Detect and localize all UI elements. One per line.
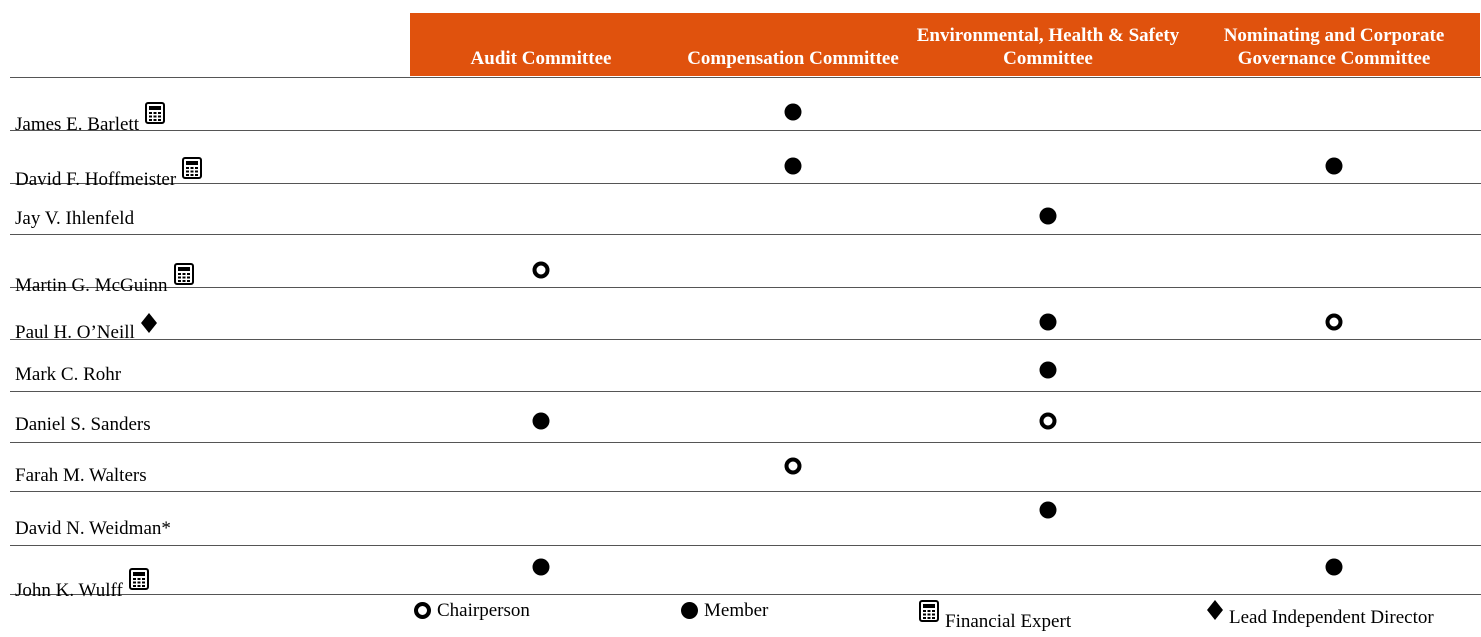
director-name-cell: Paul H. O’Neill — [15, 313, 157, 344]
legend-member-label: Member — [704, 600, 769, 621]
row-divider — [10, 234, 1481, 235]
legend-member: Member — [681, 600, 768, 622]
member-marker — [532, 558, 550, 576]
committee-header-4: Nominating and Corporate Governance Comm… — [1223, 25, 1445, 69]
calculator-icon — [919, 600, 939, 628]
committee-header-3: Environmental, Health & Safety Committee — [916, 25, 1180, 69]
director-name-cell: John K. Wulff — [15, 568, 149, 602]
legend-chairperson-label: Chairperson — [437, 600, 530, 621]
member-marker — [1039, 361, 1057, 379]
director-name-cell: Martin G. McGuinn — [15, 263, 194, 297]
row-divider — [10, 130, 1481, 131]
director-name-cell: Daniel S. Sanders — [15, 414, 151, 436]
director-name: David F. Hoffmeister — [15, 169, 177, 190]
row-divider — [10, 594, 1481, 595]
calculator-icon — [145, 102, 165, 130]
director-name: Farah M. Walters — [15, 465, 147, 486]
director-name-cell: Jay V. Ihlenfeld — [15, 208, 134, 230]
director-name: Mark C. Rohr — [15, 364, 122, 385]
committee-header-2: Compensation Committee — [687, 48, 899, 69]
member-marker — [784, 157, 802, 175]
director-name: David N. Weidman* — [15, 518, 171, 539]
row-divider — [10, 183, 1481, 184]
calculator-icon — [182, 157, 203, 185]
diamond-icon — [140, 313, 157, 339]
member-marker — [1039, 207, 1057, 225]
committee-header-1: Audit Committee — [470, 48, 612, 69]
director-name: Daniel S. Sanders — [15, 414, 151, 435]
legend-financial-expert: Financial Expert — [919, 600, 1071, 633]
member-symbol — [681, 602, 698, 619]
calculator-icon — [128, 568, 149, 596]
member-marker — [1325, 558, 1343, 576]
director-name-cell: David F. Hoffmeister — [15, 157, 203, 191]
director-name-cell: Farah M. Walters — [15, 465, 147, 487]
member-marker — [784, 103, 802, 121]
director-name: Paul H. O’Neill — [15, 322, 135, 343]
legend-chairperson: Chairperson — [414, 600, 530, 622]
chairperson-marker — [784, 457, 802, 475]
director-name-cell: David N. Weidman* — [15, 518, 171, 540]
row-divider — [10, 491, 1481, 492]
director-name: John K. Wulff — [15, 580, 123, 601]
legend-lead-label: Lead Independent Director — [1229, 607, 1434, 628]
diamond-icon — [1207, 600, 1223, 626]
chairperson-symbol — [414, 602, 431, 619]
chairperson-marker — [1039, 412, 1057, 430]
director-name: Jay V. Ihlenfeld — [15, 208, 135, 229]
director-name-cell: Mark C. Rohr — [15, 364, 121, 386]
committee-header-band — [410, 13, 1480, 76]
director-name-cell: James E. Barlett — [15, 102, 165, 136]
calculator-icon — [173, 263, 194, 291]
legend-financial-expert-label: Financial Expert — [945, 611, 1072, 632]
chairperson-marker — [1325, 313, 1343, 331]
row-divider — [10, 339, 1481, 340]
row-divider — [10, 77, 1481, 78]
chairperson-marker — [532, 261, 550, 279]
member-marker — [532, 412, 550, 430]
director-name: James E. Barlett — [15, 114, 139, 135]
row-divider — [10, 545, 1481, 546]
row-divider — [10, 391, 1481, 392]
member-marker — [1039, 313, 1057, 331]
row-divider — [10, 442, 1481, 443]
member-marker — [1325, 157, 1343, 175]
director-name: Martin G. McGuinn — [15, 275, 168, 296]
legend-lead-independent-director: Lead Independent Director — [1207, 600, 1434, 629]
member-marker — [1039, 501, 1057, 519]
row-divider — [10, 287, 1481, 288]
